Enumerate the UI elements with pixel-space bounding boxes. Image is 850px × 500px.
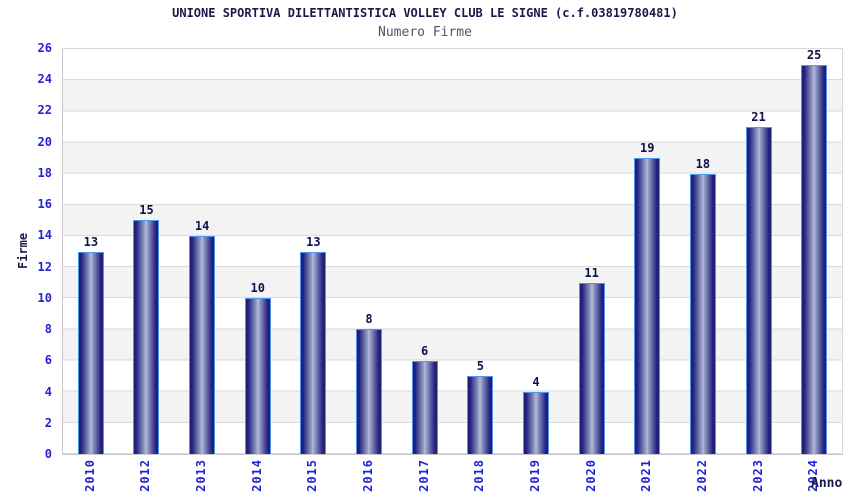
- x-tick-slot: 2010: [62, 459, 118, 500]
- y-tick-label: 10: [37, 290, 52, 305]
- y-tick-label: 20: [37, 134, 52, 149]
- bar-2013: [189, 235, 216, 454]
- bar-2016: [356, 329, 383, 454]
- y-tick-label: 24: [37, 72, 52, 87]
- x-tick-slot: 2023: [730, 459, 786, 500]
- x-tick-label: 2015: [305, 459, 320, 492]
- bar-slot: 10: [230, 49, 286, 454]
- bar-2024: [801, 65, 828, 454]
- y-tick-label: 22: [37, 103, 52, 118]
- x-tick-slot: 2019: [507, 459, 563, 500]
- y-tick-label: 26: [37, 41, 52, 55]
- x-tick-label: 2019: [527, 459, 542, 492]
- x-tick-label: 2023: [750, 459, 765, 492]
- bar-2019: [522, 391, 549, 454]
- bar-slot: 11: [564, 49, 620, 454]
- bar-slot: 5: [452, 49, 508, 454]
- x-tick-slot: 2014: [229, 459, 285, 500]
- x-tick-slot: 2017: [396, 459, 452, 500]
- x-tick-label: 2012: [138, 459, 153, 492]
- y-tick-label: 8: [44, 322, 52, 337]
- bar-value-label: 14: [194, 218, 210, 233]
- y-tick-label: 4: [44, 384, 52, 399]
- bar-value-label: 5: [476, 359, 484, 374]
- y-tick-label: 18: [37, 165, 52, 180]
- bar-2023: [745, 126, 772, 454]
- x-tick-label: 2013: [194, 459, 209, 492]
- x-tick-slot: 2013: [173, 459, 229, 500]
- bar-slot: 13: [63, 49, 119, 454]
- x-axis-title: Anno: [811, 476, 843, 491]
- bar-slot: 21: [731, 49, 787, 454]
- y-tick-label: 14: [37, 228, 52, 243]
- x-tick-slot: 2015: [285, 459, 341, 500]
- bar-value-label: 6: [421, 343, 429, 358]
- y-tick-label: 6: [44, 353, 52, 368]
- bar-value-label: 4: [532, 374, 540, 389]
- x-tick-label: 2016: [361, 459, 376, 492]
- bars-row: 13 15 14 10 13 8 6 5 4 11 19 18 21 25: [63, 49, 842, 454]
- bar-2018: [467, 376, 494, 454]
- bar-value-label: 18: [695, 156, 711, 171]
- bar-2012: [133, 220, 160, 454]
- y-tick-label: 16: [37, 197, 52, 212]
- bar-value-label: 13: [83, 234, 99, 249]
- x-tick-label: 2018: [472, 459, 487, 492]
- bar-2021: [634, 158, 661, 454]
- x-tick-label: 2020: [583, 459, 598, 492]
- bar-slot: 18: [675, 49, 731, 454]
- bar-2020: [578, 282, 605, 454]
- x-tick-slot: 2016: [340, 459, 396, 500]
- bar-value-label: 11: [584, 265, 599, 280]
- x-tick-label: 2010: [82, 459, 97, 492]
- y-tick-label: 12: [37, 259, 52, 274]
- bar-slot: 8: [341, 49, 397, 454]
- bar-slot: 14: [174, 49, 230, 454]
- x-tick-label: 2017: [416, 459, 431, 492]
- y-tick-label: 0: [44, 447, 52, 461]
- bar-slot: 4: [508, 49, 564, 454]
- bar-value-label: 10: [250, 281, 265, 296]
- x-tick-label: 2014: [249, 459, 264, 492]
- bar-2017: [411, 360, 438, 454]
- x-tick-label: 2021: [639, 459, 654, 492]
- y-tick-label: 2: [44, 415, 52, 430]
- bar-slot: 13: [286, 49, 342, 454]
- x-tick-slot: 2012: [118, 459, 174, 500]
- bar-slot: 6: [397, 49, 453, 454]
- bar-value-label: 13: [306, 234, 321, 249]
- x-tick-slot: 2021: [618, 459, 674, 500]
- x-tick-slot: 2022: [674, 459, 730, 500]
- bar-2015: [300, 251, 327, 454]
- bar-2014: [244, 298, 271, 454]
- bar-value-label: 25: [806, 48, 822, 62]
- bar-value-label: 19: [640, 141, 655, 156]
- bar-value-label: 15: [139, 203, 154, 218]
- chart-title: UNIONE SPORTIVA DILETTANTISTICA VOLLEY C…: [172, 6, 678, 20]
- bar-value-label: 21: [751, 109, 766, 124]
- bar-2022: [689, 173, 716, 454]
- x-axis-labels: 2010 2012 2013 2014 2015 2016 2017 2018 2019 2020…: [62, 459, 841, 500]
- plot-area: 13 15 14 10 13 8 6 5 4 11 19 18 21 25: [62, 48, 843, 455]
- y-axis-ticks: 0 2 4 6 8 10 12 14 16 18 20 22 24 26: [0, 42, 52, 460]
- x-tick-label: 2022: [694, 459, 709, 492]
- x-tick-slot: 2018: [451, 459, 507, 500]
- x-tick-slot: 2020: [563, 459, 619, 500]
- bar-slot: 25: [786, 49, 842, 454]
- bar-slot: 15: [119, 49, 175, 454]
- bar-slot: 19: [619, 49, 675, 454]
- bar-value-label: 8: [365, 312, 373, 327]
- chart-subtitle: Numero Firme: [378, 25, 472, 40]
- bar-2010: [77, 251, 104, 454]
